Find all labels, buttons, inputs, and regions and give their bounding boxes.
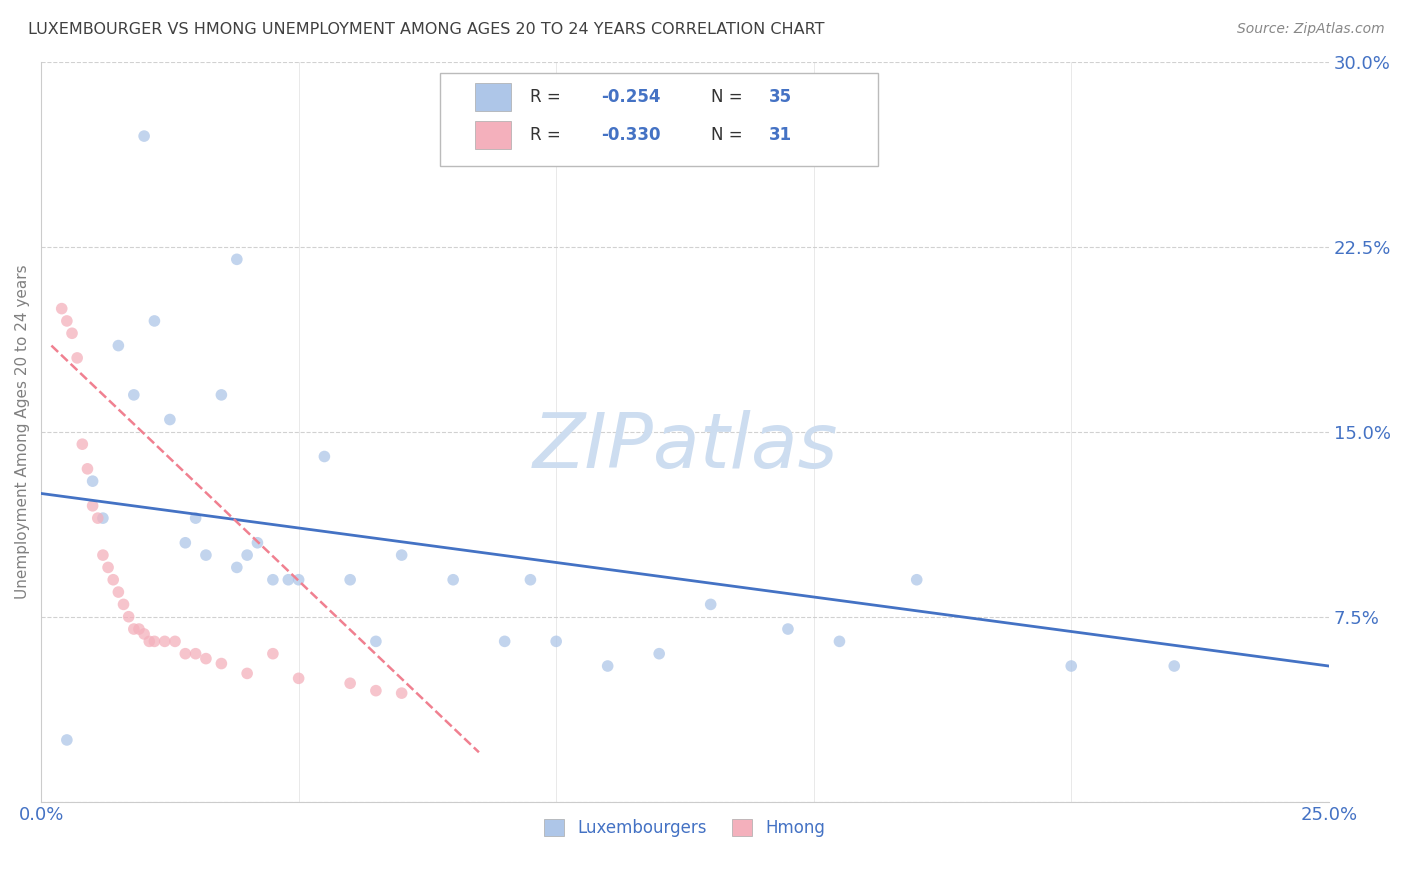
Point [246, 535, 269, 549]
Point [225, 252, 247, 267]
Point [905, 573, 928, 587]
FancyBboxPatch shape [440, 73, 879, 166]
Point [277, 573, 299, 587]
Point [76, 462, 98, 476]
Point [441, 573, 464, 587]
Point [699, 598, 721, 612]
Point [143, 314, 166, 328]
Point [519, 573, 541, 587]
Point [72, 437, 94, 451]
Point [236, 666, 259, 681]
Point [174, 647, 197, 661]
Point [828, 634, 851, 648]
Point [184, 647, 207, 661]
Point [494, 634, 516, 648]
Point [56, 314, 79, 328]
Point [339, 676, 361, 690]
Point [262, 647, 284, 661]
Point [546, 634, 568, 648]
Point [391, 686, 413, 700]
Point [134, 627, 156, 641]
Point [134, 129, 156, 144]
Text: R =: R = [530, 126, 567, 145]
Point [122, 622, 145, 636]
Text: R =: R = [530, 88, 567, 106]
Point [159, 412, 181, 426]
Point [60, 326, 83, 341]
Point [51, 301, 73, 316]
Point [163, 634, 186, 648]
Text: 35: 35 [769, 88, 792, 106]
Point [209, 388, 232, 402]
Point [112, 598, 135, 612]
Point [364, 683, 387, 698]
Point [91, 548, 114, 562]
Point [143, 634, 166, 648]
Text: LUXEMBOURGER VS HMONG UNEMPLOYMENT AMONG AGES 20 TO 24 YEARS CORRELATION CHART: LUXEMBOURGER VS HMONG UNEMPLOYMENT AMONG… [28, 22, 825, 37]
Text: N =: N = [710, 88, 748, 106]
Point [91, 511, 114, 525]
Text: Source: ZipAtlas.com: Source: ZipAtlas.com [1237, 22, 1385, 37]
Point [287, 671, 309, 685]
Point [118, 609, 141, 624]
Point [107, 585, 129, 599]
Point [314, 450, 336, 464]
Point [194, 548, 217, 562]
Point [174, 535, 197, 549]
Point [66, 351, 89, 365]
Text: -0.330: -0.330 [602, 126, 661, 145]
Point [1060, 659, 1083, 673]
Point [776, 622, 799, 636]
Point [596, 659, 619, 673]
FancyBboxPatch shape [475, 83, 512, 111]
Point [287, 573, 309, 587]
Text: -0.254: -0.254 [602, 88, 661, 106]
Text: ZIPatlas: ZIPatlas [533, 409, 838, 483]
Point [364, 634, 387, 648]
Legend: Luxembourgers, Hmong: Luxembourgers, Hmong [536, 810, 834, 845]
Point [339, 573, 361, 587]
Point [184, 511, 207, 525]
Point [1163, 659, 1185, 673]
Point [648, 647, 671, 661]
Text: N =: N = [710, 126, 748, 145]
Point [82, 499, 104, 513]
Point [262, 573, 284, 587]
Point [82, 474, 104, 488]
FancyBboxPatch shape [475, 121, 512, 149]
Point [122, 388, 145, 402]
Point [107, 338, 129, 352]
Point [138, 634, 160, 648]
Point [56, 733, 79, 747]
Text: 31: 31 [769, 126, 792, 145]
Point [236, 548, 259, 562]
Point [87, 511, 110, 525]
Y-axis label: Unemployment Among Ages 20 to 24 years: Unemployment Among Ages 20 to 24 years [15, 265, 30, 599]
Point [153, 634, 176, 648]
Point [103, 573, 125, 587]
Point [97, 560, 120, 574]
Point [128, 622, 150, 636]
Point [194, 651, 217, 665]
Point [225, 560, 247, 574]
Point [391, 548, 413, 562]
Point [209, 657, 232, 671]
